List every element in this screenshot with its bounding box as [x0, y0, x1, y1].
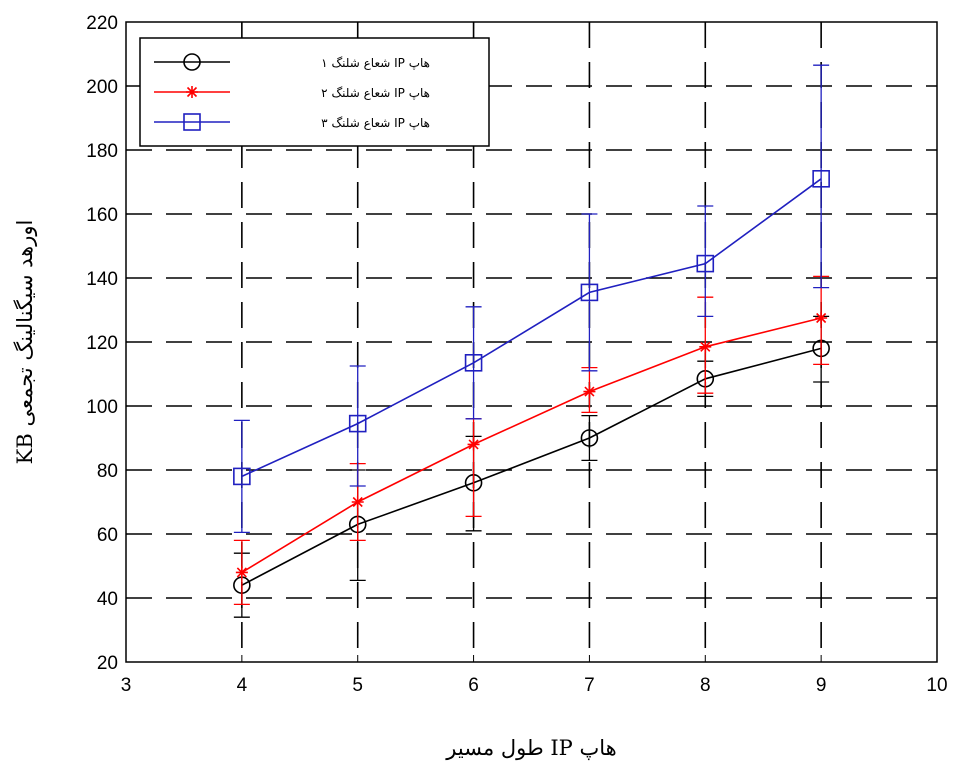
- y-tick-label: 80: [97, 461, 118, 482]
- legend-marker: [183, 113, 201, 131]
- series-1: [233, 315, 830, 618]
- y-tick-label: 120: [86, 333, 118, 354]
- x-tick-label: 6: [468, 675, 479, 696]
- data-point: [815, 312, 828, 324]
- legend-marker: [186, 86, 198, 98]
- y-tick-label: 200: [86, 77, 118, 98]
- x-tick-label: 9: [816, 675, 827, 696]
- y-tick-label: 60: [97, 525, 118, 546]
- x-tick-label: 4: [237, 675, 248, 696]
- series-line: [241, 178, 822, 478]
- series-line: [241, 347, 822, 586]
- data-point: [580, 283, 599, 302]
- data-point: [583, 385, 596, 398]
- legend-label: شعاع شلنگ ۲ IP هاپ: [321, 86, 430, 100]
- data-point: [696, 254, 715, 273]
- x-tick-label: 10: [926, 675, 947, 696]
- x-tick-label: 8: [700, 675, 711, 696]
- data-point: [464, 353, 483, 372]
- data-point: [699, 340, 712, 353]
- x-tick-label: 3: [121, 675, 132, 696]
- data-point: [812, 170, 830, 188]
- x-tick-label: 5: [352, 675, 363, 696]
- data-point: [351, 496, 364, 508]
- error-bar: [465, 418, 482, 518]
- series-3: [233, 64, 830, 534]
- data-point: [467, 438, 480, 451]
- legend-label: شعاع شلنگ ۳ IP هاپ: [321, 116, 430, 130]
- y-tick-label: 160: [86, 205, 118, 226]
- error-bar: [349, 365, 366, 487]
- error-bar: [813, 64, 830, 289]
- y-tick-label: 20: [97, 653, 118, 674]
- y-tick-label: 180: [86, 141, 118, 162]
- error-bar: [233, 419, 250, 534]
- legend: شعاع شلنگ ۱ IP هاپ شعاع شلنگ ۲ IP هاپ شعاع…: [139, 37, 490, 147]
- x-axis-label: طول مسیر IP هاپ: [445, 736, 616, 761]
- data-point: [580, 429, 599, 447]
- y-tick-label: 100: [86, 397, 118, 418]
- data-point: [348, 414, 367, 433]
- x-tick-label: 7: [584, 675, 595, 696]
- series-line: [241, 317, 822, 574]
- y-tick-label: 140: [86, 269, 118, 290]
- y-tick-label: 40: [97, 589, 118, 610]
- y-tick-label: 220: [86, 13, 118, 34]
- data-point: [235, 566, 248, 579]
- legend-marker: [183, 53, 201, 71]
- y-axis-label: KB اورهد سیگنالینگ تجمعی: [13, 220, 38, 465]
- data-point: [233, 467, 251, 486]
- legend-label: شعاع شلنگ ۱ IP هاپ: [321, 56, 430, 70]
- error-bar: [697, 205, 714, 318]
- series-layer: [233, 64, 830, 618]
- axis-ticks: 3 4 5 6 7 8 9 10 20 40 60 80 100 120 140 160 180 200 220: [86, 13, 947, 696]
- series-2: [233, 275, 830, 606]
